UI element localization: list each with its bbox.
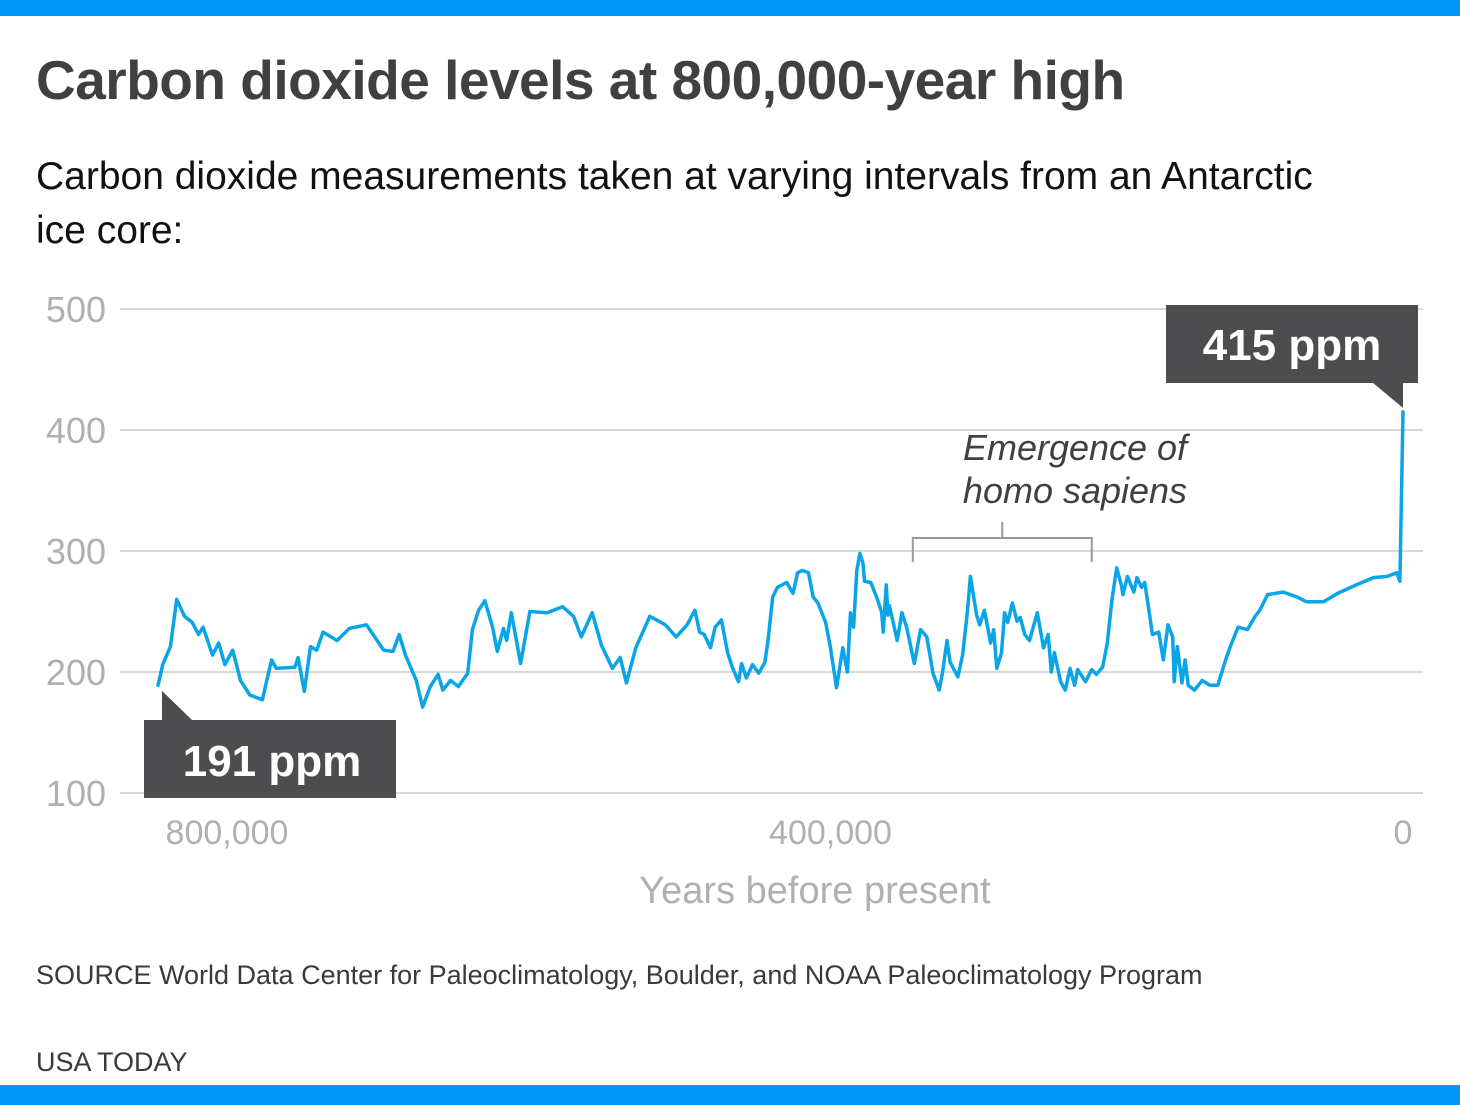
- callout-low-box: [144, 690, 396, 798]
- y-tick-label: 100: [46, 773, 106, 814]
- credit-line: USA TODAY: [36, 1047, 188, 1077]
- callout-high-label: 415 ppm: [1203, 321, 1382, 370]
- source-note: SOURCE World Data Center for Paleoclimat…: [36, 960, 1203, 990]
- y-tick-label: 300: [46, 531, 106, 572]
- y-axis-ticks: 500 400 300 200 100: [46, 289, 106, 814]
- annotation-text-line-2: homo sapiens: [963, 470, 1187, 511]
- homo-sapiens-annotation: Emergence of homo sapiens: [911, 427, 1191, 562]
- x-tick-label: 0: [1394, 814, 1413, 852]
- chart-subtitle: Carbon dioxide measurements taken at var…: [36, 155, 1313, 252]
- y-tick-label: 500: [46, 289, 106, 330]
- x-tick-label: 800,000: [166, 814, 289, 852]
- x-axis-ticks: 800,000 400,000 0: [166, 814, 1413, 852]
- series-line-co2: [156, 410, 1405, 709]
- callout-high-box: [1166, 305, 1418, 408]
- x-axis-label: Years before present: [639, 870, 991, 912]
- annotation-text-line-1: Emergence of: [963, 427, 1191, 468]
- annotation-bracket: [911, 522, 1093, 562]
- co2-line-chart: 500 400 300 200 100 800,000 400,000 0 Years be…: [46, 289, 1423, 912]
- bottom-accent-bar: [0, 1085, 1460, 1105]
- x-tick-label: 400,000: [769, 814, 892, 852]
- top-accent-bar: [0, 0, 1460, 16]
- y-tick-label: 400: [46, 410, 106, 451]
- callout-low-label: 191 ppm: [183, 737, 362, 786]
- callout-415-ppm: 415 ppm: [1166, 305, 1418, 408]
- callout-191-ppm: 191 ppm: [144, 690, 396, 798]
- chart-title: Carbon dioxide levels at 800,000-year hi…: [36, 49, 1125, 111]
- y-tick-label: 200: [46, 652, 106, 693]
